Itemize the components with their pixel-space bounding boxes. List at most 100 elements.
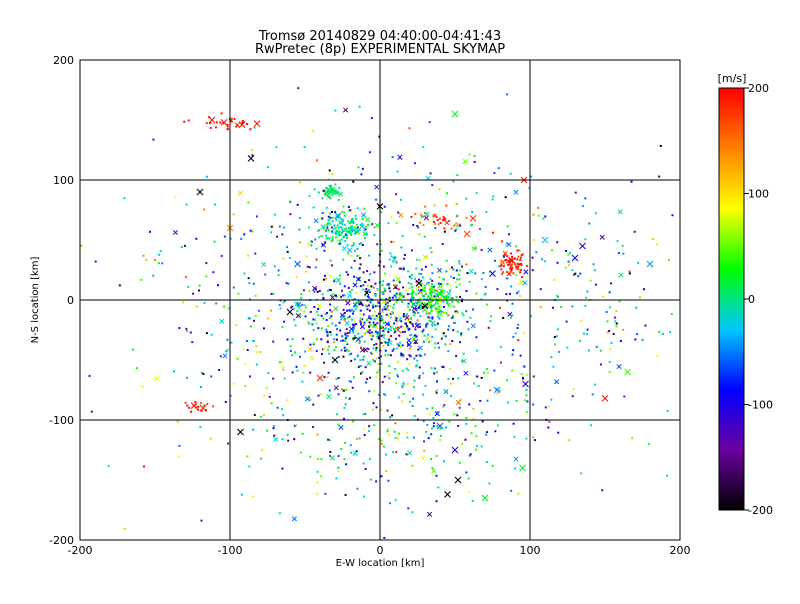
data-point bbox=[334, 226, 337, 229]
data-point bbox=[340, 231, 343, 234]
data-point-x bbox=[507, 311, 513, 317]
data-point bbox=[303, 304, 306, 307]
data-point bbox=[209, 121, 212, 124]
data-point bbox=[187, 285, 190, 288]
data-point bbox=[342, 355, 345, 358]
data-point bbox=[364, 304, 367, 307]
x-marker bbox=[415, 279, 423, 287]
data-point bbox=[485, 433, 488, 436]
data-point bbox=[394, 329, 397, 332]
data-point bbox=[552, 365, 555, 368]
data-point bbox=[302, 337, 305, 340]
data-point bbox=[360, 302, 363, 305]
data-point bbox=[236, 357, 239, 360]
data-point bbox=[327, 189, 330, 192]
data-point bbox=[499, 306, 502, 309]
data-point bbox=[400, 246, 403, 249]
data-point bbox=[286, 433, 289, 436]
data-point bbox=[531, 269, 534, 272]
data-point bbox=[341, 227, 344, 230]
data-point bbox=[491, 198, 494, 201]
data-point-x bbox=[234, 122, 240, 128]
data-point bbox=[498, 265, 501, 268]
data-point bbox=[315, 322, 318, 325]
data-point bbox=[205, 275, 208, 278]
data-point bbox=[329, 263, 332, 266]
data-point bbox=[408, 400, 411, 403]
data-point bbox=[515, 245, 518, 248]
data-point bbox=[331, 322, 334, 325]
data-point bbox=[340, 238, 343, 241]
data-point bbox=[376, 371, 379, 374]
x-marker bbox=[522, 380, 529, 388]
data-point bbox=[582, 332, 585, 335]
data-point bbox=[243, 272, 246, 275]
data-point bbox=[338, 221, 341, 224]
data-point-x bbox=[617, 209, 623, 215]
data-point bbox=[349, 380, 352, 383]
data-point bbox=[437, 293, 440, 296]
data-point bbox=[426, 322, 429, 325]
data-point bbox=[289, 345, 292, 348]
data-point bbox=[458, 273, 461, 276]
data-point bbox=[423, 353, 426, 356]
data-point bbox=[430, 263, 433, 266]
data-point bbox=[616, 240, 619, 243]
data-point bbox=[455, 202, 458, 205]
data-point bbox=[601, 489, 604, 492]
data-point bbox=[514, 467, 517, 470]
data-point bbox=[443, 230, 446, 233]
data-point-x bbox=[333, 306, 339, 312]
data-point bbox=[316, 493, 319, 496]
data-point bbox=[183, 120, 186, 123]
data-point bbox=[205, 332, 208, 335]
data-point bbox=[383, 340, 386, 343]
data-point bbox=[434, 303, 437, 306]
data-point bbox=[430, 306, 433, 309]
data-point bbox=[325, 319, 328, 322]
data-point bbox=[272, 427, 275, 430]
data-point bbox=[532, 213, 535, 216]
data-point bbox=[215, 126, 218, 129]
data-point bbox=[359, 257, 362, 260]
data-point bbox=[455, 310, 458, 313]
data-point bbox=[338, 187, 341, 190]
data-point bbox=[182, 301, 185, 304]
data-point bbox=[286, 250, 289, 253]
data-point bbox=[255, 363, 258, 366]
data-point bbox=[423, 449, 426, 452]
data-point bbox=[433, 295, 436, 298]
data-point bbox=[668, 331, 671, 334]
data-point bbox=[520, 264, 523, 267]
data-point bbox=[372, 323, 375, 326]
data-point bbox=[386, 341, 389, 344]
data-point bbox=[350, 451, 353, 454]
data-point bbox=[215, 302, 218, 305]
data-point bbox=[299, 181, 302, 184]
data-point bbox=[406, 358, 409, 361]
data-point bbox=[299, 451, 302, 454]
data-point bbox=[431, 324, 434, 327]
data-point bbox=[352, 327, 355, 330]
data-point bbox=[338, 294, 341, 297]
data-point bbox=[272, 340, 275, 343]
data-point bbox=[480, 445, 483, 448]
data-point bbox=[348, 315, 351, 318]
data-point bbox=[388, 377, 391, 380]
data-point bbox=[397, 211, 400, 214]
data-point bbox=[420, 268, 423, 271]
data-point bbox=[205, 175, 208, 178]
data-point bbox=[380, 355, 383, 358]
data-point bbox=[388, 299, 391, 302]
data-point bbox=[393, 256, 396, 259]
data-point bbox=[359, 301, 362, 304]
data-point bbox=[372, 326, 375, 329]
data-point bbox=[295, 275, 298, 278]
data-point bbox=[376, 288, 379, 291]
data-point bbox=[520, 269, 523, 272]
data-point bbox=[352, 420, 355, 423]
data-point bbox=[184, 401, 187, 404]
data-point bbox=[251, 495, 254, 498]
data-point bbox=[641, 338, 644, 341]
data-point bbox=[334, 294, 337, 297]
